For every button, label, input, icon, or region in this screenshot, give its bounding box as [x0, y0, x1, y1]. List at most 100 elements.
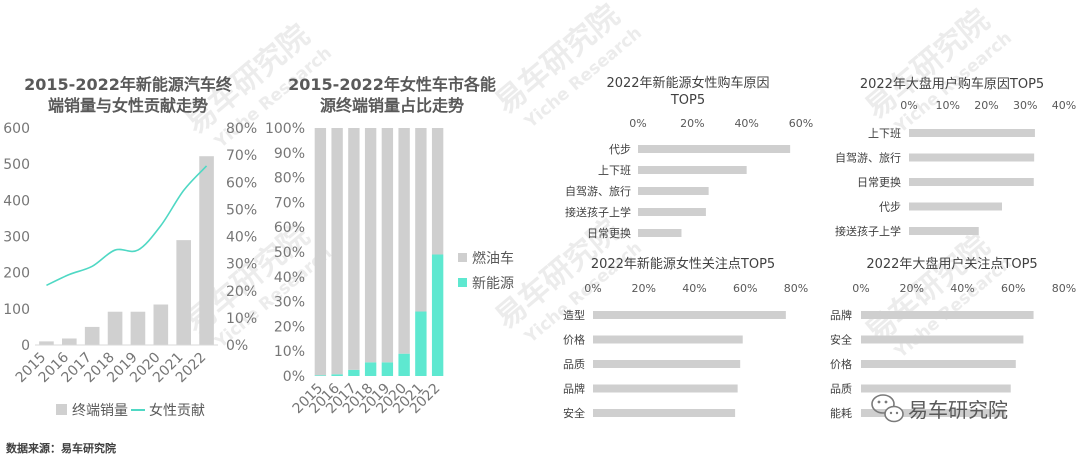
x-tick-label: 20%	[974, 99, 998, 112]
source-note: 数据来源：易车研究院	[6, 441, 116, 455]
chart-title-line: 2022年大盘用户关注点TOP5	[866, 256, 1037, 272]
bar-nev-2019	[381, 362, 394, 376]
x-tick-label: 0%	[584, 282, 601, 295]
y-left-tick-label: 300	[3, 230, 30, 246]
line-female-share	[46, 165, 208, 287]
category-label: 价格	[563, 333, 585, 347]
y-left-tick-label: 600	[3, 121, 30, 137]
bar-fuel-2017	[348, 128, 360, 370]
y-tick-label: 40%	[274, 270, 305, 286]
bar-fuel-2016	[331, 128, 343, 375]
y-tick-label: 20%	[274, 319, 305, 335]
x-tick-label: 30%	[1013, 99, 1037, 112]
y-left-tick-label: 0	[21, 338, 30, 354]
category-label: 品质	[563, 358, 585, 371]
x-tick-label: 0%	[900, 99, 917, 112]
bar-nev-2015	[314, 375, 327, 376]
x-tick-label: 80%	[1052, 282, 1076, 295]
bar-nev-2021	[415, 311, 427, 376]
bar-价格	[861, 360, 1016, 368]
x-tick-label: 20%	[680, 117, 704, 130]
bar-sales-2020	[153, 304, 169, 345]
category-label: 造型	[563, 308, 585, 322]
y-left-tick-label: 400	[3, 193, 30, 209]
category-label: 日常更换	[857, 175, 901, 189]
chart-title-line: 2022年新能源女性关注点TOP5	[591, 256, 775, 272]
category-label: 自驾游、旅行	[835, 151, 901, 165]
bar-品牌	[861, 311, 1034, 319]
chart-title-line: 2015-2022年女性车市各能	[288, 75, 496, 94]
chart-title-line: 端销量与女性贡献走势	[48, 96, 208, 115]
category-label: 日常更换	[587, 226, 631, 240]
bar-fuel-2018	[364, 128, 377, 363]
bar-日常更换	[909, 178, 1034, 186]
chart-all-user-reasons: 2022年大盘用户购车原因TOP5 0% 10% 20% 30% 40% 上下班自驾游、旅行…	[835, 76, 1076, 238]
bar-sales-2019	[130, 311, 146, 345]
bar-品质	[593, 360, 741, 368]
y-left-tick-label: 100	[3, 302, 30, 318]
y-tick-label: 80%	[274, 171, 305, 187]
category-label: 安全	[830, 333, 852, 347]
legend-swatch-nev	[458, 278, 467, 287]
bar-sales-2016	[61, 338, 77, 345]
chart-title-line: 2015-2022年新能源汽车终	[24, 75, 233, 94]
bar-代步	[638, 145, 791, 153]
category-label: 品质	[830, 383, 852, 396]
x-tick-label: 80%	[784, 282, 808, 295]
bar-品牌	[593, 384, 738, 393]
y-tick-label: 10%	[274, 344, 305, 360]
y-right-tick-label: 30%	[226, 257, 257, 273]
bar-造型	[593, 311, 786, 319]
category-label: 接送孩子上学	[835, 224, 901, 238]
bar-nev-2017	[348, 369, 360, 376]
category-label: 代步	[609, 143, 631, 156]
bar-sales-2015	[39, 341, 54, 345]
y-tick-label: 70%	[274, 195, 305, 211]
y-tick-label: 60%	[274, 220, 305, 236]
bar-价格	[593, 335, 743, 344]
bar-自驾游、旅行	[638, 187, 709, 195]
bar-安全	[593, 409, 736, 417]
y-tick-label: 30%	[274, 295, 305, 311]
chart-title-line: 2022年新能源女性购车原因	[606, 75, 769, 91]
y-tick-label: 100%	[265, 121, 305, 137]
bar-品质	[861, 384, 1011, 393]
x-tick-label: 40%	[734, 117, 758, 130]
bar-sales-2022	[199, 156, 214, 345]
category-label: 自驾游、旅行	[565, 184, 631, 198]
y-right-tick-label: 20%	[226, 284, 257, 300]
x-tick-label: 0%	[852, 282, 869, 295]
x-tick-label: 20%	[900, 282, 924, 295]
category-label: 能耗	[830, 406, 852, 420]
legend-label-nev: 新能源	[472, 276, 514, 292]
legend-label-fuel: 燃油车	[472, 250, 514, 267]
bar-能耗	[861, 409, 1006, 417]
legend-label-sales: 终端销量	[72, 403, 128, 419]
chart-title-line: TOP5	[670, 93, 705, 108]
x-tick-label: 20%	[632, 282, 656, 295]
bar-fuel-2015	[314, 128, 327, 376]
x-tick-label: 60%	[733, 282, 757, 295]
category-label: 接送孩子上学	[565, 205, 631, 219]
y-right-tick-label: 70%	[226, 148, 257, 164]
legend-swatch-fuel	[458, 253, 467, 262]
y-tick-label: 50%	[274, 245, 305, 261]
bar-sales-2017	[84, 326, 100, 345]
x-tick-label: 40%	[1052, 99, 1076, 112]
category-label: 品牌	[830, 308, 852, 322]
bar-sales-2021	[176, 240, 192, 345]
y-left-tick-label: 200	[3, 266, 30, 282]
y-right-tick-label: 40%	[226, 230, 257, 246]
category-label: 安全	[563, 406, 585, 420]
category-label: 上下班	[868, 127, 901, 140]
bar-日常更换	[638, 229, 682, 237]
bar-fuel-2020	[398, 128, 410, 354]
x-tick-label: 40%	[682, 282, 706, 295]
bar-sales-2018	[107, 311, 123, 345]
category-label: 价格	[830, 357, 852, 371]
